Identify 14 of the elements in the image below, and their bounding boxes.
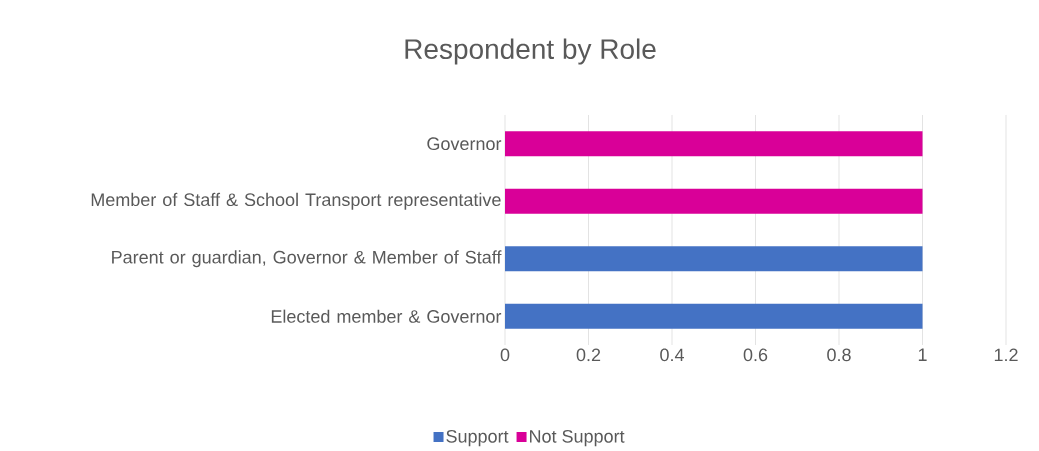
y-tick-label: Elected member & Governor — [271, 309, 502, 323]
x-tick-label: 1 — [918, 348, 927, 361]
y-tick-label: Parent or guardian, Governor & Member of Staff — [112, 250, 502, 268]
chart-title: Respondent by Role — [405, 38, 656, 65]
legend-label: Support — [446, 429, 509, 447]
x-tick-label: 0 — [500, 348, 510, 362]
x-tick-label: 0.4 — [660, 348, 684, 362]
y-tick-label: Member of Staff & School Transport representative — [91, 192, 501, 210]
x-tick-label: 0.8 — [827, 348, 851, 362]
x-tick-label: 1.2 — [994, 348, 1018, 362]
y-tick-label: Governor — [427, 137, 502, 151]
legend-label: Not Support — [530, 429, 625, 447]
x-tick-label: 0.2 — [576, 348, 601, 362]
x-tick-label: 0.6 — [743, 348, 768, 362]
